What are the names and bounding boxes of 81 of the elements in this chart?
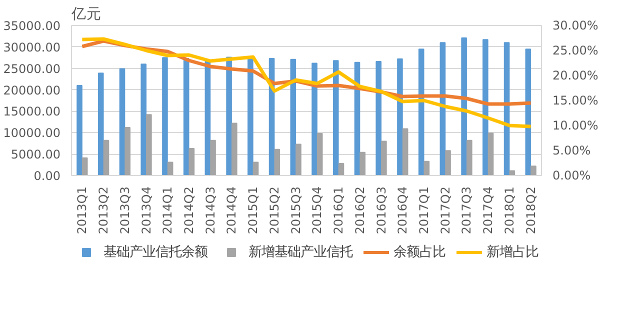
- bar: [231, 122, 238, 176]
- x-tick-label: 2016Q3: [374, 186, 388, 234]
- bar: [296, 144, 302, 176]
- x-tick-label: 2016Q4: [396, 186, 410, 234]
- bar: [466, 140, 472, 176]
- bar: [252, 162, 259, 176]
- legend-label: 基础产业信托余额: [104, 244, 208, 261]
- y2-tick-label: 25.00%: [552, 44, 598, 58]
- x-tick-label: 2016Q2: [352, 186, 367, 234]
- x-tick-label: 2013Q4: [139, 186, 154, 234]
- bar: [482, 39, 488, 176]
- y-tick-label: 30000.00: [3, 40, 61, 54]
- x-tick-label: 2017Q1: [417, 186, 431, 234]
- x-tick-label: 2013Q2: [96, 186, 111, 234]
- bar: [124, 127, 130, 176]
- x-tick-label: 2014Q1: [160, 186, 175, 234]
- y-tick-label: 0.00: [34, 169, 60, 183]
- y-tick-label: 15000.00: [3, 104, 61, 119]
- bar: [290, 58, 296, 176]
- x-tick-label: 2015Q4: [310, 186, 324, 234]
- bar: [82, 157, 88, 176]
- bar: [146, 114, 152, 176]
- bar: [226, 56, 232, 176]
- x-tick-label: 2016Q1: [332, 186, 346, 234]
- bar: [397, 58, 403, 176]
- y2-tick-label: 0.00%: [552, 168, 591, 182]
- x-tick-label: 2014Q2: [182, 186, 196, 234]
- bar: [119, 68, 126, 176]
- bar: [530, 166, 536, 176]
- bar: [461, 37, 467, 176]
- y2-tick-label: 30.00%: [552, 18, 598, 32]
- bar: [338, 163, 344, 176]
- bar: [162, 57, 168, 176]
- y-axis-title: 亿元: [70, 6, 102, 22]
- bar: [381, 140, 387, 176]
- y-tick-label: 5000.00: [10, 148, 60, 162]
- y2-tick-label: 10.00%: [552, 118, 598, 132]
- bar: [316, 133, 323, 176]
- bar: [402, 128, 408, 176]
- y-tick-label: 25000.00: [3, 62, 61, 76]
- x-tick-label: 2015Q3: [288, 186, 303, 234]
- x-tick-label: 2013Q3: [118, 186, 132, 234]
- legend-label: 余额占比: [394, 244, 446, 261]
- x-tick-label: 2018Q1: [502, 186, 516, 234]
- x-tick-label: 2017Q3: [460, 186, 474, 234]
- bar: [312, 62, 318, 176]
- y2-tick-label: 5.00%: [552, 144, 591, 158]
- legend-label: 新增基础产业信托: [248, 244, 352, 261]
- x-tick-label: 2015Q2: [267, 186, 282, 234]
- bar: [76, 85, 82, 176]
- bar: [509, 170, 516, 176]
- x-tick-label: 2014Q4: [224, 186, 239, 234]
- legend-label: 新增占比: [486, 244, 538, 261]
- bar: [167, 162, 174, 176]
- x-tick-label: 2015Q1: [246, 186, 260, 234]
- bar: [488, 132, 494, 176]
- x-tick-label: 2017Q2: [438, 186, 452, 234]
- x-tick-label: 2013Q1: [75, 186, 90, 234]
- y2-tick-label: 15.00%: [552, 94, 598, 108]
- y-tick-label: 10000.00: [3, 126, 61, 140]
- bar: [274, 148, 280, 176]
- x-tick-label: 2018Q2: [524, 186, 538, 234]
- bar: [188, 148, 195, 176]
- bar: [525, 48, 532, 176]
- bar: [332, 60, 339, 176]
- bar: [376, 61, 382, 176]
- bar: [103, 140, 110, 176]
- bar: [445, 150, 451, 176]
- line-series: [80, 37, 533, 128]
- bar: [183, 58, 190, 176]
- bar: [140, 64, 147, 176]
- bar: [424, 160, 430, 176]
- bar: [248, 58, 254, 176]
- bar: [210, 140, 216, 176]
- bar: [98, 72, 104, 176]
- y2-tick-label: 20.00%: [552, 68, 598, 82]
- bar: [360, 152, 366, 176]
- x-tick-label: 2014Q3: [203, 186, 218, 234]
- y-tick-label: 20000.00: [3, 83, 61, 98]
- x-tick-label: 2017Q4: [481, 186, 496, 234]
- y-tick-label: 35000.00: [3, 19, 61, 33]
